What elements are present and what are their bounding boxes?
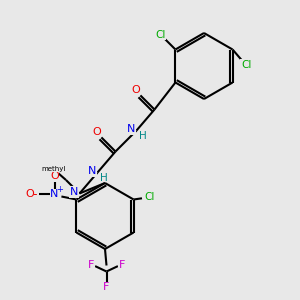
Text: H: H (100, 173, 108, 183)
Text: N: N (127, 124, 135, 134)
Text: O: O (25, 189, 34, 199)
Text: Cl: Cl (155, 29, 166, 40)
Text: F: F (103, 282, 110, 292)
Text: N: N (50, 189, 59, 199)
Text: Cl: Cl (241, 59, 251, 70)
Text: N: N (70, 187, 78, 197)
Text: O: O (131, 85, 140, 95)
Text: N: N (88, 166, 96, 176)
Text: H: H (139, 131, 146, 141)
Text: O: O (50, 171, 59, 181)
Text: F: F (119, 260, 125, 270)
Text: -: - (32, 188, 37, 201)
Text: F: F (88, 260, 94, 270)
Text: O: O (92, 127, 101, 137)
Text: methyl: methyl (41, 166, 66, 172)
Text: Cl: Cl (144, 192, 154, 202)
Text: +: + (56, 185, 63, 194)
